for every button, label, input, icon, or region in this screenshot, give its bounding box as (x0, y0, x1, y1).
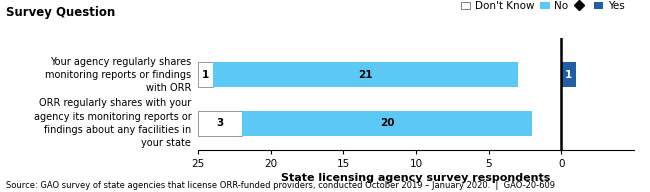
Text: Your agency regularly shares
monitoring reports or findings
with ORR: Your agency regularly shares monitoring … (46, 56, 191, 93)
Bar (213, 62, 517, 87)
Bar (561, 62, 576, 87)
Text: ORR regularly shares with your
agency its monitoring reports or
findings about a: ORR regularly shares with your agency it… (34, 98, 191, 148)
Text: 1: 1 (565, 70, 572, 80)
Text: Source: GAO survey of state agencies that license ORR-funded providers, conducte: Source: GAO survey of state agencies tha… (6, 181, 556, 190)
Legend: Don't Know, No, , Yes: Don't Know, No, , Yes (457, 0, 629, 15)
Bar (198, 62, 213, 87)
Bar (198, 111, 242, 136)
X-axis label: State licensing agency survey respondents: State licensing agency survey respondent… (281, 173, 551, 183)
Bar (242, 111, 532, 136)
Text: 21: 21 (358, 70, 372, 80)
Text: Survey Question: Survey Question (6, 6, 116, 19)
Text: 3: 3 (216, 118, 224, 128)
Text: 20: 20 (380, 118, 394, 128)
Text: 1: 1 (202, 70, 209, 80)
